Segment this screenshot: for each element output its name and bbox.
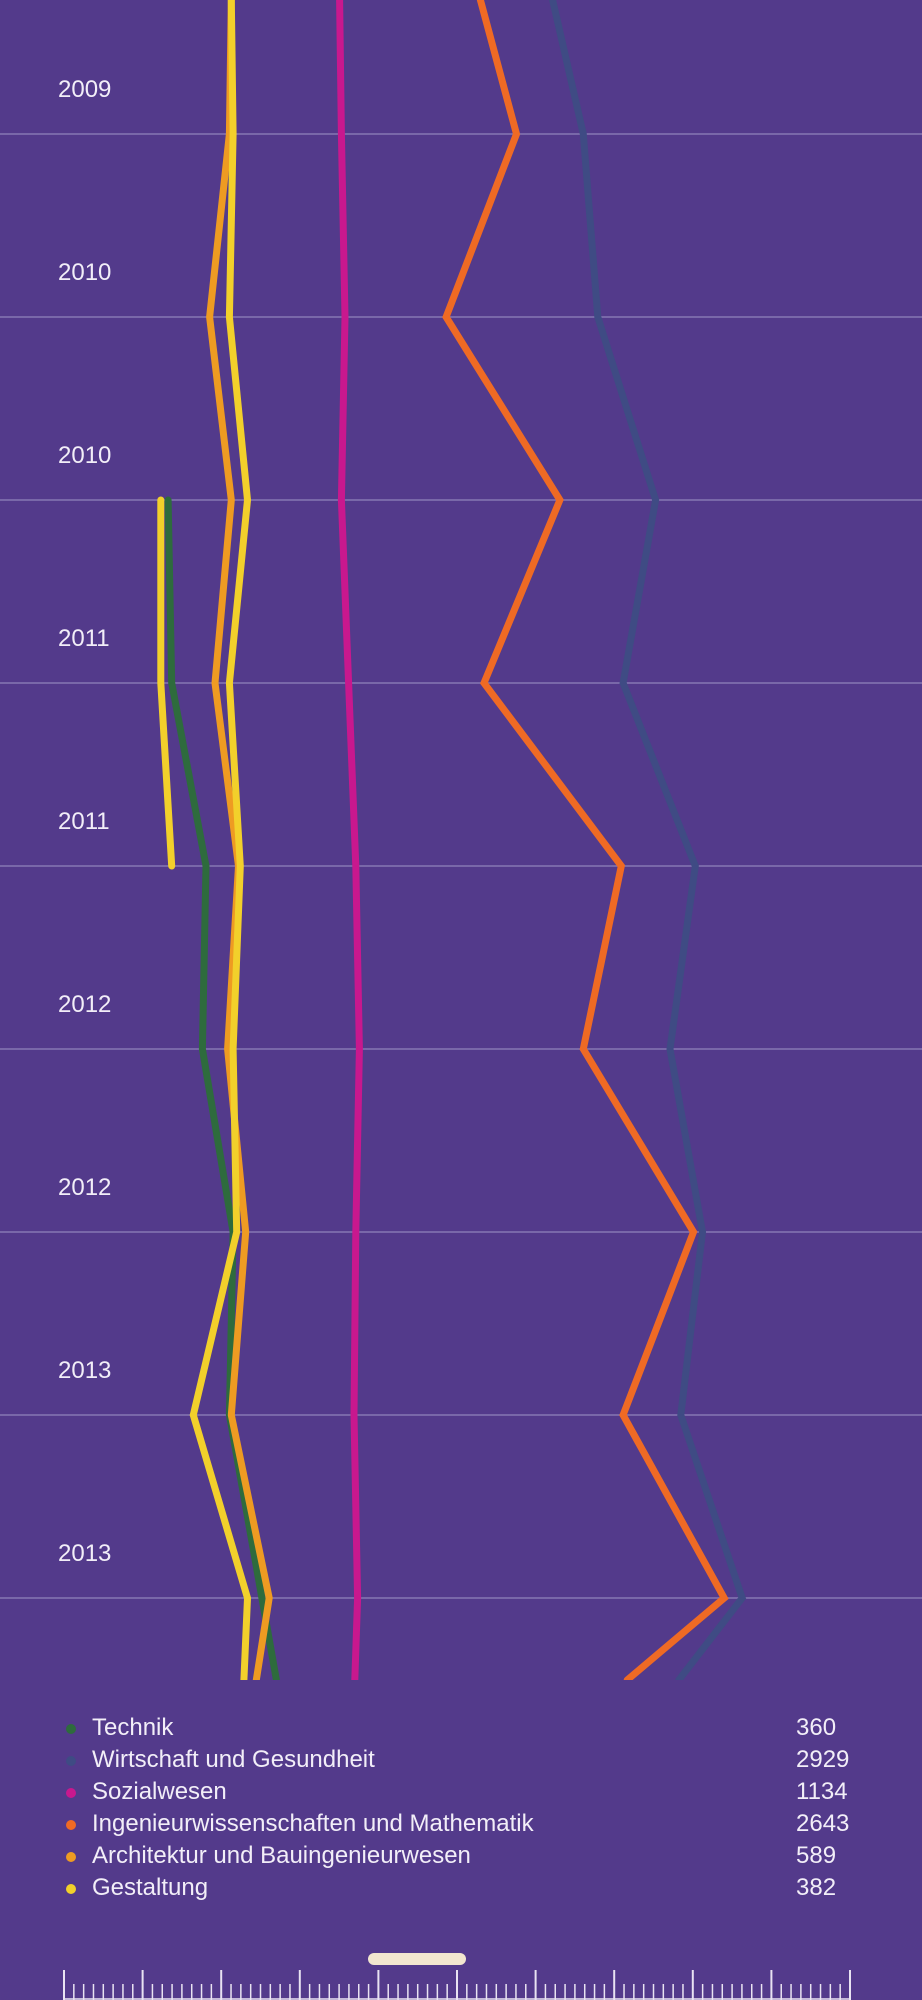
legend-dot-icon bbox=[66, 1788, 76, 1798]
series-line-ingenieurwissenschaften-und-mathematik bbox=[442, 0, 729, 1680]
legend-item[interactable]: Technik 360 bbox=[0, 1712, 922, 1744]
legend-value: 2643 bbox=[796, 1810, 850, 1837]
legend-label: Technik bbox=[92, 1714, 174, 1741]
time-label: 2011 bbox=[58, 808, 110, 835]
legend-value: 589 bbox=[796, 1842, 837, 1869]
legend-dot-icon bbox=[66, 1884, 76, 1894]
series-line-sozialwesen bbox=[336, 0, 363, 1680]
legend-label: Wirtschaft und Gesundheit bbox=[92, 1746, 375, 1773]
legend-label: Sozialwesen bbox=[92, 1778, 227, 1805]
legend-label: Ingenieurwissenschaften und Mathematik bbox=[92, 1810, 534, 1837]
legend-dot-icon bbox=[66, 1724, 76, 1734]
time-label: 2010 bbox=[58, 442, 112, 469]
legend-value: 1134 bbox=[796, 1778, 848, 1805]
legend-dot-icon bbox=[66, 1852, 76, 1862]
time-label: 2010 bbox=[58, 259, 112, 286]
line-chart bbox=[0, 0, 922, 1680]
legend: Technik 360 Wirtschaft und Gesundheit 2929 S… bbox=[0, 1712, 922, 1904]
legend-value: 360 bbox=[796, 1714, 837, 1741]
legend-label: Architektur und Bauingenieurwesen bbox=[92, 1842, 471, 1869]
timeline-ruler[interactable] bbox=[0, 1966, 922, 2000]
time-label: 2011 bbox=[58, 625, 110, 652]
legend-item[interactable]: Ingenieurwissenschaften und Mathematik 26… bbox=[0, 1808, 922, 1840]
legend-item[interactable]: Architektur und Bauingenieurwesen 589 bbox=[0, 1840, 922, 1872]
legend-value: 2929 bbox=[796, 1746, 850, 1773]
series-line-series-6 bbox=[157, 496, 176, 870]
legend-item[interactable]: Sozialwesen 1134 bbox=[0, 1776, 922, 1808]
time-label: 2009 bbox=[58, 76, 112, 103]
series-line-gestaltung bbox=[189, 0, 252, 1680]
chart-area: 2009 2010 2010 2011 2011 2012 2012 2013 2013 bbox=[0, 0, 922, 1680]
time-label: 2012 bbox=[58, 991, 112, 1018]
legend-value: 382 bbox=[796, 1874, 837, 1901]
legend-label: Gestaltung bbox=[92, 1874, 209, 1901]
series-line-technik bbox=[164, 496, 280, 1680]
legend-dot-icon bbox=[66, 1756, 76, 1766]
timeline-scrubber-handle[interactable] bbox=[368, 1953, 466, 1965]
time-label: 2012 bbox=[58, 1174, 112, 1201]
legend-dot-icon bbox=[66, 1820, 76, 1830]
legend-item[interactable]: Gestaltung 382 bbox=[0, 1872, 922, 1904]
time-label: 2013 bbox=[58, 1357, 112, 1384]
time-label: 2013 bbox=[58, 1540, 112, 1567]
legend-item[interactable]: Wirtschaft und Gesundheit 2929 bbox=[0, 1744, 922, 1776]
series-line-wirtschaft-und-gesundheit bbox=[549, 0, 747, 1680]
